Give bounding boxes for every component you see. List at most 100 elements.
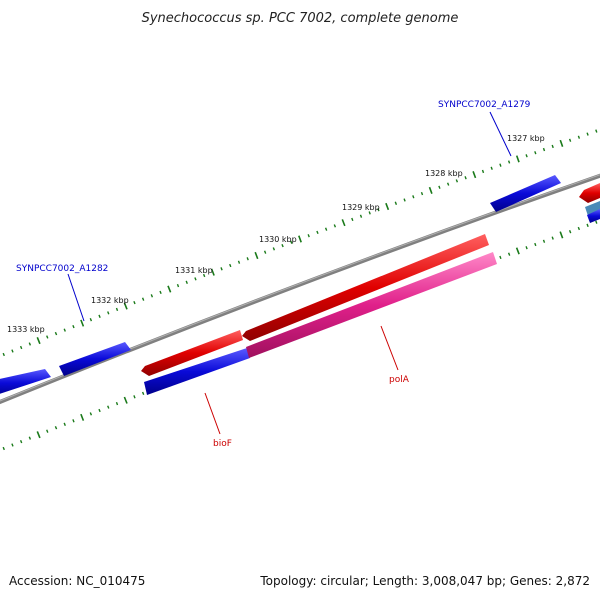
callout-a1279	[489, 111, 512, 157]
kbp-label-1329: 1329 kbp	[342, 203, 380, 212]
outer-ring-minor-tick	[586, 132, 589, 136]
inner-ring-major-tick	[123, 396, 128, 404]
gene-biof[interactable]	[144, 348, 250, 395]
outer-ring-minor-tick	[220, 267, 223, 271]
gene-pola-red[interactable]	[242, 234, 489, 341]
inner-ring-minor-tick	[115, 401, 119, 406]
gene-biof-red[interactable]	[141, 330, 243, 376]
callout-pola	[380, 325, 399, 371]
outer-ring-minor-tick	[72, 324, 75, 329]
outer-ring-major-tick	[298, 235, 302, 243]
outer-ring-minor-tick	[19, 345, 23, 350]
outer-ring-minor-tick	[595, 129, 598, 133]
inner-ring-minor-tick	[28, 436, 32, 440]
genome-summary-text: Topology: circular; Length: 3,008,047 bp…	[260, 574, 590, 588]
callout-biof	[204, 392, 221, 435]
outer-ring-minor-tick	[281, 243, 284, 248]
inner-ring-minor-tick	[586, 223, 589, 228]
inner-ring-minor-tick	[525, 246, 528, 250]
inner-ring-minor-tick	[499, 255, 502, 260]
outer-ring-major-tick	[428, 186, 433, 194]
inner-ring-minor-tick	[507, 252, 511, 256]
outer-ring-major-tick	[472, 171, 477, 179]
outer-ring-minor-tick	[89, 318, 93, 322]
outer-ring-major-tick	[341, 219, 346, 227]
outer-ring-minor-tick	[534, 151, 537, 155]
outer-ring-minor-tick	[11, 349, 14, 353]
outer-ring-major-tick	[210, 268, 215, 276]
inner-ring-major-tick	[559, 231, 564, 239]
outer-tick-ring	[2, 129, 598, 357]
outer-ring-minor-tick	[141, 297, 145, 301]
outer-ring-major-tick	[167, 285, 172, 293]
inner-ring-minor-tick	[551, 236, 554, 240]
map-title: Synechococcus sp. PCC 7002, complete gen…	[142, 11, 459, 26]
outer-ring-minor-tick	[150, 294, 154, 298]
gene-label-pola: polA	[389, 375, 410, 385]
outer-ring-minor-tick	[420, 191, 424, 196]
inner-ring-minor-tick	[2, 446, 5, 451]
outer-ring-minor-tick	[507, 160, 511, 164]
outer-ring-minor-tick	[324, 227, 328, 231]
outer-ring-minor-tick	[272, 247, 276, 251]
outer-ring-minor-tick	[351, 217, 354, 222]
outer-ring-major-tick	[559, 139, 564, 147]
outer-ring-minor-tick	[316, 230, 319, 235]
outer-ring-minor-tick	[2, 352, 5, 357]
accession-text: Accession: NC_010475	[9, 574, 146, 588]
outer-ring-major-tick	[254, 251, 259, 260]
outer-ring-minor-tick	[403, 198, 406, 202]
outer-ring-minor-tick	[307, 234, 310, 238]
gene-right-edge-blue[interactable]	[587, 209, 600, 223]
kbp-label-1331: 1331 kbp	[175, 266, 213, 275]
outer-ring-minor-tick	[246, 257, 249, 261]
outer-ring-minor-tick	[202, 273, 206, 278]
outer-ring-minor-tick	[46, 335, 49, 339]
genome-backbone	[0, 173, 600, 405]
inner-ring-major-tick	[515, 247, 520, 255]
outer-ring-minor-tick	[176, 283, 180, 288]
inner-ring-minor-tick	[72, 419, 75, 423]
outer-ring-minor-tick	[481, 169, 485, 174]
outer-ring-minor-tick	[455, 179, 459, 183]
outer-ring-minor-tick	[377, 208, 380, 212]
outer-ring-minor-tick	[133, 300, 136, 305]
outer-ring-minor-tick	[490, 166, 493, 170]
outer-ring-minor-tick	[263, 250, 267, 254]
outer-ring-major-tick	[385, 202, 390, 211]
inner-ring-minor-tick	[46, 429, 49, 433]
gene-label-a1279: SYNPCC7002_A1279	[438, 100, 531, 110]
inner-ring-major-tick	[80, 413, 85, 421]
outer-ring-minor-tick	[568, 138, 572, 142]
outer-ring-minor-tick	[359, 214, 363, 218]
inner-ring-minor-tick	[98, 408, 101, 413]
inner-ring-minor-tick	[11, 443, 14, 447]
outer-ring-minor-tick	[551, 144, 554, 149]
outer-ring-minor-tick	[194, 277, 197, 281]
kbp-label-1332: 1332 kbp	[91, 296, 129, 305]
gene-a1279[interactable]	[490, 175, 561, 212]
inner-ring-minor-tick	[63, 422, 66, 426]
inner-ring-minor-tick	[19, 439, 23, 444]
inner-ring-minor-tick	[534, 242, 537, 247]
gene-pola[interactable]	[246, 252, 497, 358]
outer-ring-minor-tick	[290, 240, 293, 244]
gene-a1282[interactable]	[59, 342, 131, 376]
kbp-label-1333: 1333 kbp	[7, 325, 45, 334]
gene-right-edge-red[interactable]	[579, 183, 600, 203]
inner-ring-minor-tick	[542, 239, 546, 243]
outer-ring-minor-tick	[185, 280, 188, 284]
outer-ring-major-tick	[80, 319, 85, 327]
outer-ring-minor-tick	[63, 328, 66, 332]
outer-ring-minor-tick	[577, 135, 581, 139]
outer-ring-minor-tick	[28, 342, 32, 346]
gene-left-edge[interactable]	[0, 369, 51, 397]
outer-ring-minor-tick	[499, 163, 502, 167]
outer-ring-minor-tick	[412, 195, 415, 199]
inner-ring-minor-tick	[133, 395, 136, 399]
outer-ring-major-tick	[36, 337, 41, 345]
outer-ring-minor-tick	[394, 201, 398, 205]
outer-ring-major-tick	[515, 155, 520, 163]
outer-ring-minor-tick	[115, 307, 119, 312]
